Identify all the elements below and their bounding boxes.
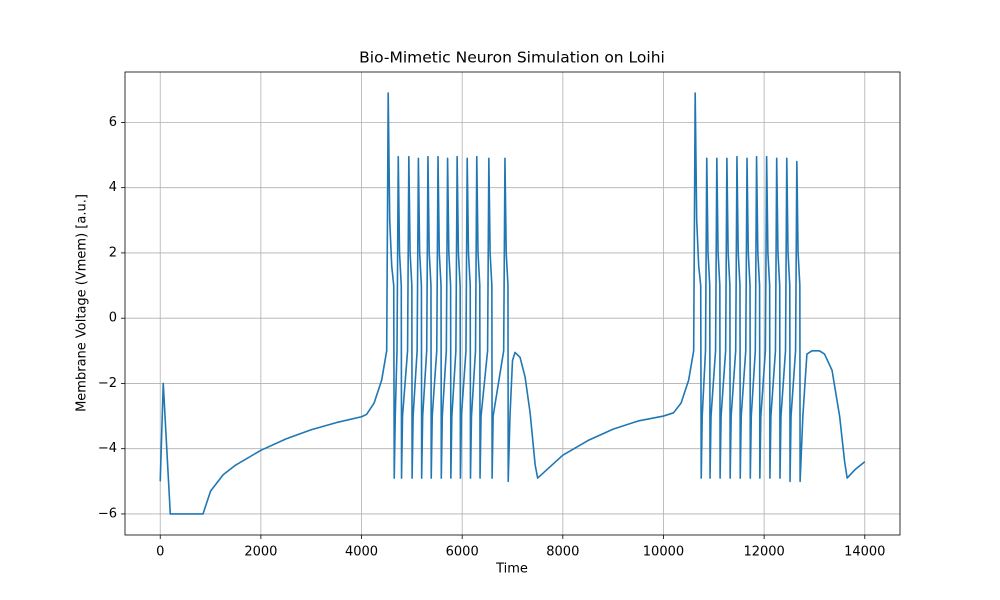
x-tick-label: 12000	[743, 545, 784, 560]
y-tick-label: 4	[109, 180, 117, 195]
x-tick-label: 8000	[546, 545, 579, 560]
x-axis-label: Time	[495, 562, 528, 577]
y-tick-label: 0	[109, 311, 117, 326]
x-tick-label: 0	[156, 545, 164, 560]
x-tick-label: 6000	[446, 545, 479, 560]
x-tick-label: 4000	[345, 545, 378, 560]
chart-title: Bio-Mimetic Neuron Simulation on Loihi	[359, 49, 665, 67]
line	[159, 92, 866, 515]
plot-frame	[124, 71, 901, 536]
y-tick-label: 2	[109, 245, 117, 260]
y-tick-label: −4	[98, 441, 117, 456]
y-axis-label: Membrane Voltage (Vmem) [a.u.]	[75, 194, 90, 412]
x-tick-label: 2000	[244, 545, 277, 560]
y-tick-label: −6	[98, 506, 117, 521]
y-tick-label: −2	[98, 376, 117, 391]
x-tick-label: 10000	[643, 545, 684, 560]
y-tick-label: 6	[109, 115, 117, 130]
x-tick-label: 14000	[844, 545, 885, 560]
